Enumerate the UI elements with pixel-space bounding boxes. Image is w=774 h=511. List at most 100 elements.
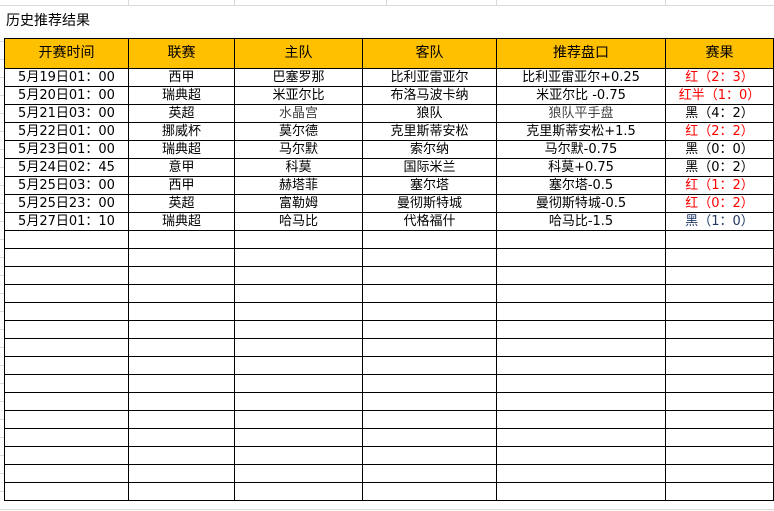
cell-pick[interactable]: 马尔默-0.75: [496, 140, 666, 159]
cell-time[interactable]: [4, 482, 129, 501]
cell-pick[interactable]: [496, 302, 666, 321]
cell-away[interactable]: 克里斯蒂安松: [362, 122, 497, 141]
cell-away[interactable]: [362, 428, 497, 447]
cell-league[interactable]: 瑞典超: [128, 140, 235, 159]
cell-away[interactable]: 狼队: [362, 104, 497, 123]
column-header[interactable]: 联赛: [128, 38, 235, 69]
cell-result[interactable]: 红（1：2）: [665, 176, 774, 195]
cell-time[interactable]: 5月25日23：00: [4, 194, 129, 213]
cell-league[interactable]: 英超: [128, 194, 235, 213]
cell-time[interactable]: [4, 284, 129, 303]
cell-league[interactable]: [128, 248, 235, 267]
cell-away[interactable]: [362, 338, 497, 357]
cell-result[interactable]: [665, 266, 774, 285]
cell-away[interactable]: [362, 392, 497, 411]
cell-time[interactable]: 5月21日03：00: [4, 104, 129, 123]
cell-time[interactable]: [4, 464, 129, 483]
cell-home[interactable]: [234, 446, 363, 465]
cell-home[interactable]: [234, 374, 363, 393]
cell-home[interactable]: [234, 482, 363, 501]
cell-result[interactable]: [665, 464, 774, 483]
cell-away[interactable]: 国际米兰: [362, 158, 497, 177]
cell-away[interactable]: [362, 356, 497, 375]
cell-away[interactable]: [362, 410, 497, 429]
cell-pick[interactable]: 克里斯蒂安松+1.5: [496, 122, 666, 141]
cell-league[interactable]: [128, 320, 235, 339]
cell-league[interactable]: [128, 392, 235, 411]
cell-league[interactable]: [128, 338, 235, 357]
cell-home[interactable]: [234, 320, 363, 339]
cell-home[interactable]: 水晶宫: [234, 104, 363, 123]
cell-home[interactable]: 米亚尔比: [234, 86, 363, 105]
cell-away[interactable]: [362, 446, 497, 465]
cell-league[interactable]: 挪威杯: [128, 122, 235, 141]
cell-pick[interactable]: [496, 446, 666, 465]
cell-time[interactable]: 5月19日01：00: [4, 68, 129, 87]
cell-away[interactable]: 比利亚雷亚尔: [362, 68, 497, 87]
cell-league[interactable]: 英超: [128, 104, 235, 123]
cell-home[interactable]: [234, 410, 363, 429]
cell-result[interactable]: 红（0：2）: [665, 194, 774, 213]
cell-home[interactable]: 科莫: [234, 158, 363, 177]
cell-league[interactable]: [128, 428, 235, 447]
cell-home[interactable]: [234, 284, 363, 303]
cell-away[interactable]: 布洛马波卡纳: [362, 86, 497, 105]
column-header[interactable]: 客队: [362, 38, 497, 69]
cell-league[interactable]: 瑞典超: [128, 212, 235, 231]
cell-home[interactable]: 巴塞罗那: [234, 68, 363, 87]
cell-time[interactable]: 5月22日01：00: [4, 122, 129, 141]
cell-away[interactable]: [362, 284, 497, 303]
cell-league[interactable]: [128, 410, 235, 429]
cell-result[interactable]: [665, 446, 774, 465]
cell-result[interactable]: 红（2：3）: [665, 68, 774, 87]
cell-result[interactable]: [665, 374, 774, 393]
cell-time[interactable]: [4, 446, 129, 465]
cell-result[interactable]: [665, 302, 774, 321]
cell-pick[interactable]: [496, 266, 666, 285]
cell-home[interactable]: [234, 230, 363, 249]
sheet-title[interactable]: 历史推荐结果: [0, 6, 774, 38]
cell-time[interactable]: [4, 410, 129, 429]
column-header[interactable]: 赛果: [665, 38, 774, 69]
cell-pick[interactable]: [496, 464, 666, 483]
cell-pick[interactable]: [496, 410, 666, 429]
cell-home[interactable]: [234, 302, 363, 321]
cell-pick[interactable]: [496, 248, 666, 267]
cell-home[interactable]: [234, 428, 363, 447]
cell-home[interactable]: 哈马比: [234, 212, 363, 231]
cell-pick[interactable]: [496, 374, 666, 393]
cell-result[interactable]: 黑（1：0）: [665, 212, 774, 231]
cell-pick[interactable]: [496, 482, 666, 501]
cell-time[interactable]: 5月25日03：00: [4, 176, 129, 195]
cell-away[interactable]: [362, 248, 497, 267]
cell-result[interactable]: 黑（0：2）: [665, 158, 774, 177]
cell-home[interactable]: 赫塔菲: [234, 176, 363, 195]
cell-away[interactable]: [362, 320, 497, 339]
cell-league[interactable]: [128, 266, 235, 285]
cell-time[interactable]: [4, 248, 129, 267]
cell-pick[interactable]: [496, 284, 666, 303]
cell-league[interactable]: 西甲: [128, 176, 235, 195]
cell-away[interactable]: [362, 482, 497, 501]
cell-time[interactable]: [4, 230, 129, 249]
cell-away[interactable]: [362, 230, 497, 249]
cell-result[interactable]: 红（2：2）: [665, 122, 774, 141]
cell-time[interactable]: [4, 356, 129, 375]
cell-result[interactable]: [665, 284, 774, 303]
cell-home[interactable]: [234, 248, 363, 267]
cell-league[interactable]: [128, 464, 235, 483]
cell-result[interactable]: [665, 356, 774, 375]
cell-time[interactable]: [4, 374, 129, 393]
cell-pick[interactable]: [496, 230, 666, 249]
cell-home[interactable]: [234, 266, 363, 285]
cell-pick[interactable]: 比利亚雷亚尔+0.25: [496, 68, 666, 87]
cell-home[interactable]: [234, 356, 363, 375]
cell-league[interactable]: [128, 230, 235, 249]
cell-pick[interactable]: [496, 356, 666, 375]
cell-league[interactable]: [128, 482, 235, 501]
cell-result[interactable]: [665, 428, 774, 447]
column-header[interactable]: 推荐盘口: [496, 38, 666, 69]
cell-time[interactable]: [4, 302, 129, 321]
cell-league[interactable]: [128, 446, 235, 465]
cell-pick[interactable]: [496, 392, 666, 411]
